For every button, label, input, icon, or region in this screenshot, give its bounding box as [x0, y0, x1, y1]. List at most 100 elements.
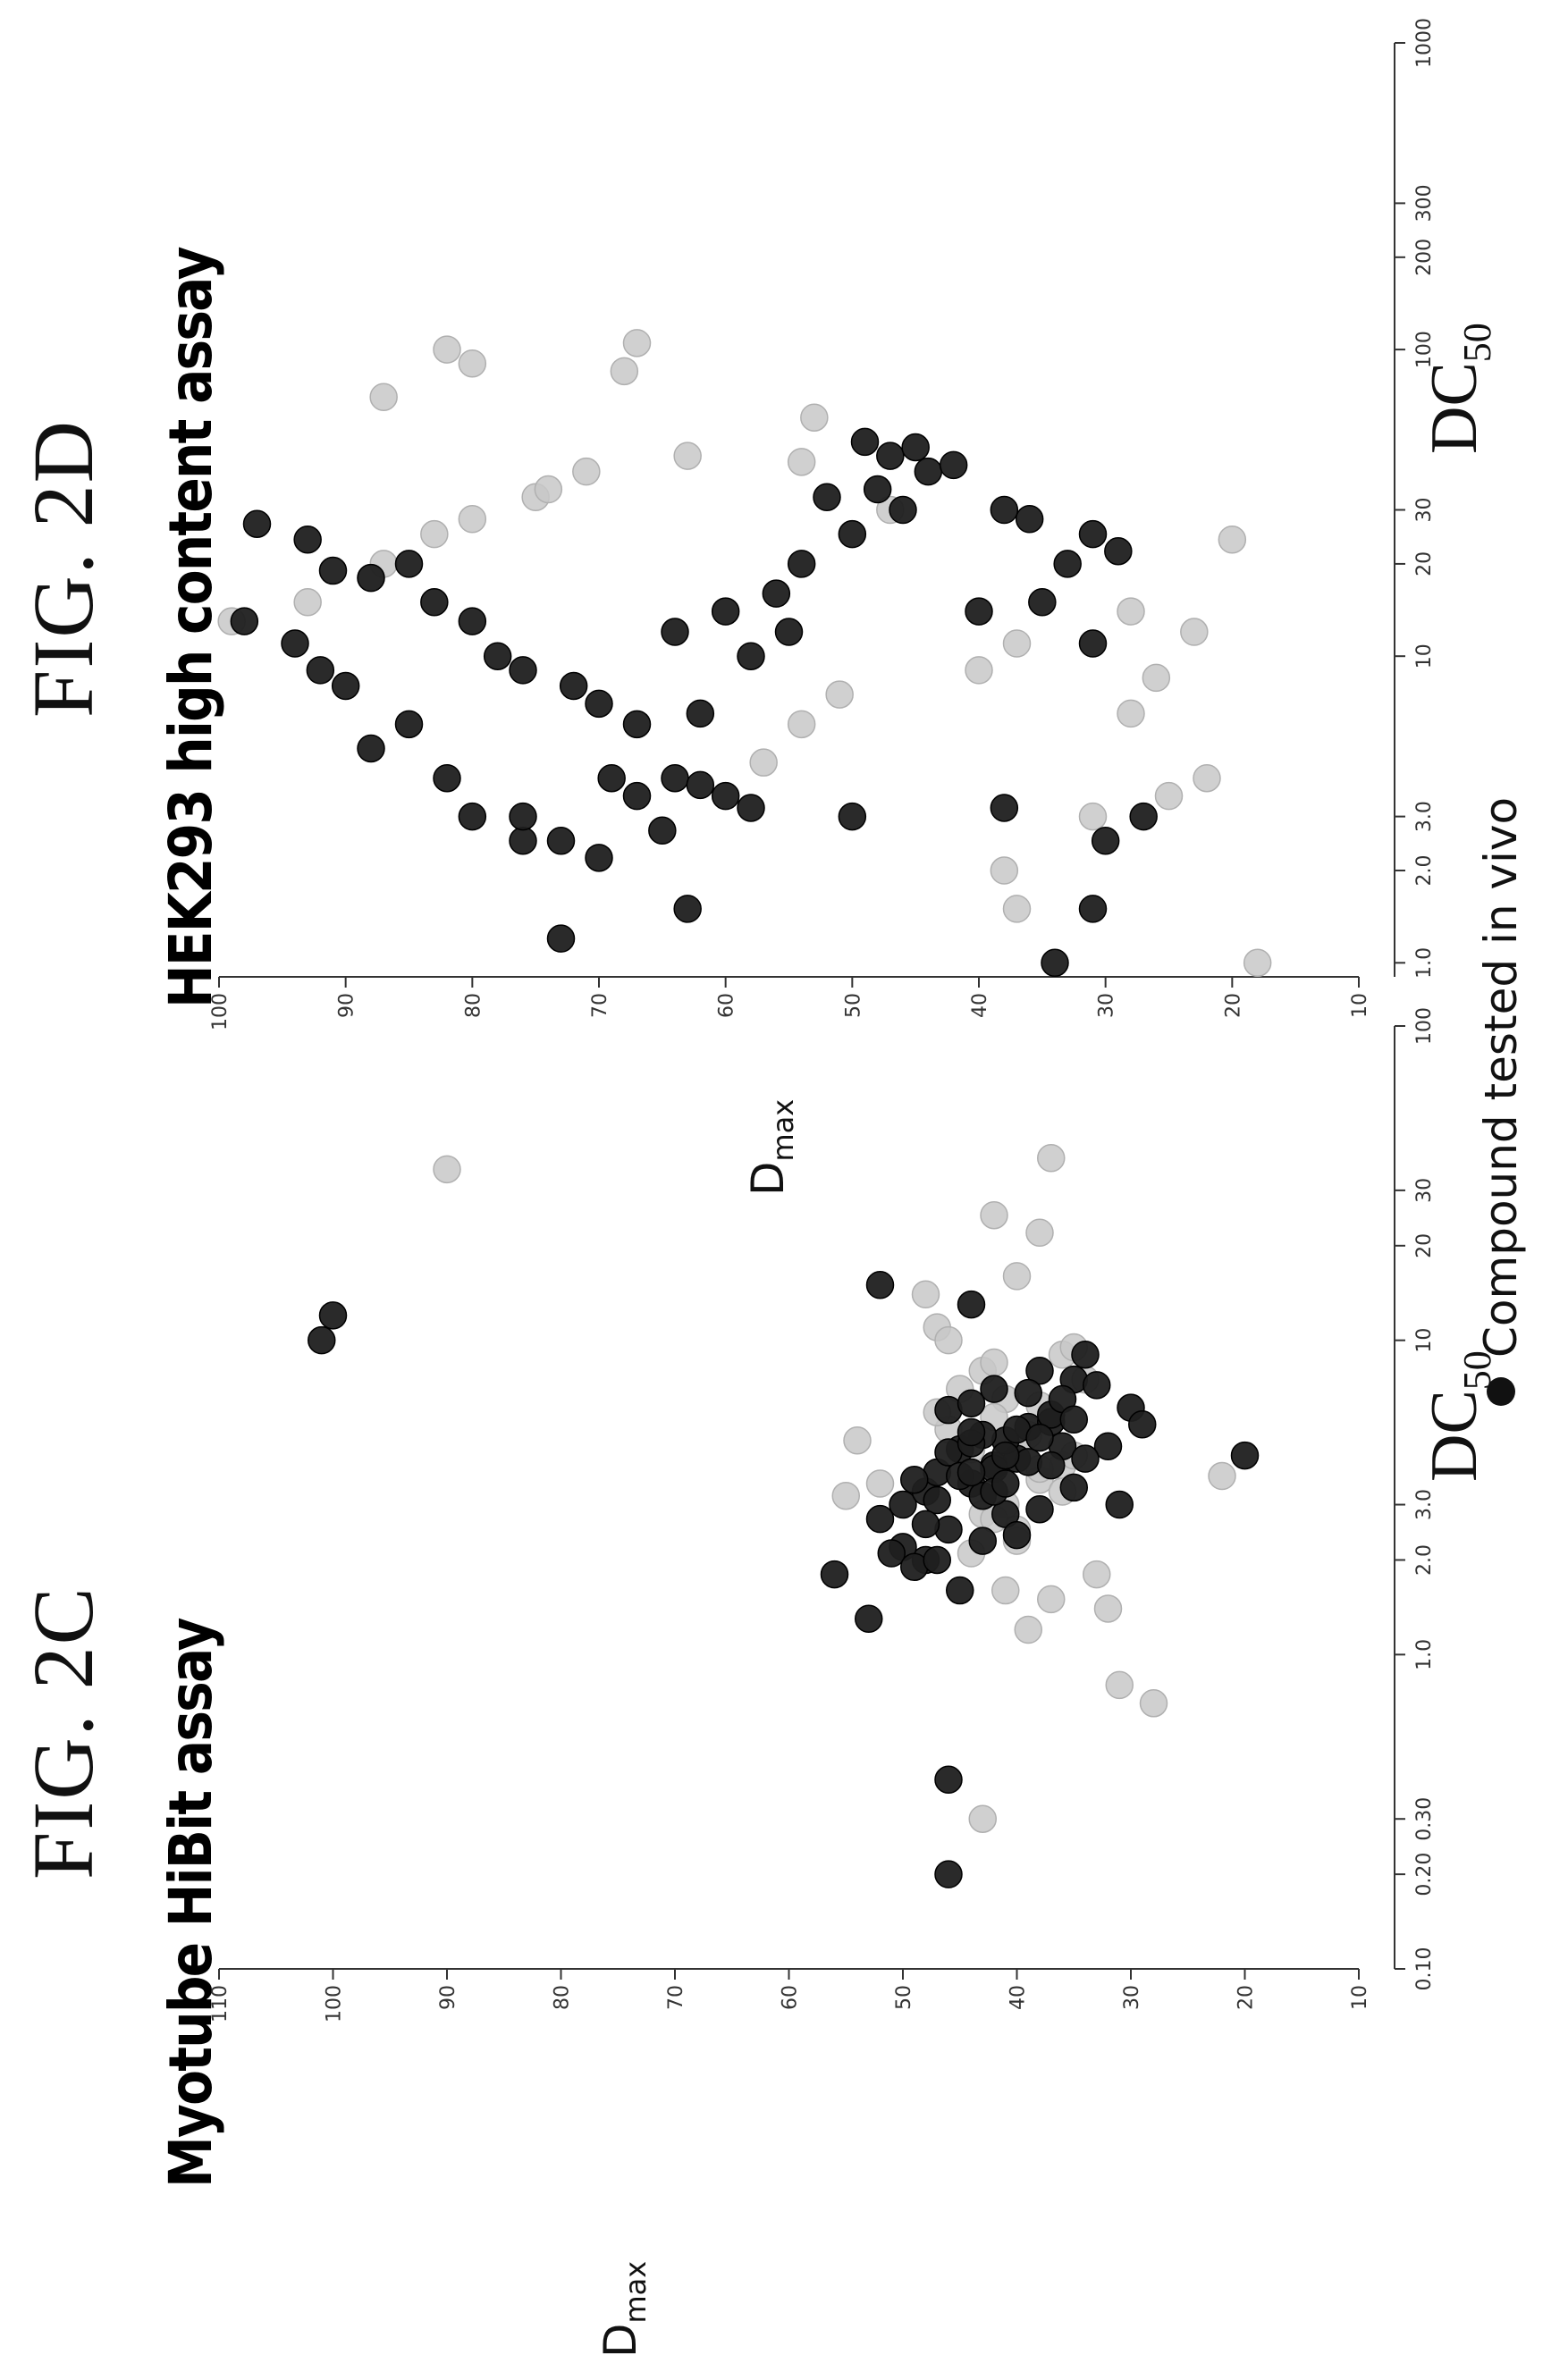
x-tick-label: 3.0	[1413, 1489, 1436, 1520]
untested-compound-point	[572, 457, 601, 486]
tested-compound-point	[433, 763, 461, 793]
tested-compound-point	[306, 656, 335, 685]
tested-compound-point	[923, 1485, 951, 1515]
tested-compound-point	[1104, 536, 1133, 566]
tested-compound-point	[1105, 1490, 1134, 1519]
tested-compound-point	[737, 642, 765, 670]
tested-compound-point	[957, 1417, 986, 1447]
tested-compound-point	[281, 629, 309, 658]
tested-compound-point	[865, 1504, 895, 1534]
tested-compound-point	[1078, 895, 1108, 923]
tested-compound-point	[458, 802, 487, 831]
y-tick-label: 20	[1222, 993, 1244, 1018]
tested-compound-point	[546, 827, 576, 855]
untested-compound-point	[293, 588, 322, 617]
y-tick-label: 10	[1349, 1985, 1371, 2010]
untested-compound-point	[673, 442, 702, 470]
untested-compound-point	[1154, 781, 1184, 811]
tested-compound-point	[394, 550, 424, 578]
tested-compound-point	[865, 1270, 895, 1299]
untested-compound-point	[990, 856, 1019, 885]
y-tick-label: 40	[1007, 1985, 1030, 2010]
x-tick-label: 100	[1413, 331, 1436, 368]
legend-label: Compound tested in vivo	[1475, 796, 1527, 1358]
legend-marker	[1487, 1377, 1515, 1406]
tested-compound-point	[939, 450, 968, 480]
tested-compound-point	[1002, 1520, 1032, 1550]
tested-compound-point	[850, 427, 880, 457]
tested-compound-point	[585, 689, 613, 719]
untested-compound-point	[1083, 1560, 1111, 1589]
tested-compound-point	[980, 1375, 1008, 1403]
tested-compound-point	[914, 457, 943, 486]
untested-compound-point	[610, 357, 639, 386]
x-tick-label: 1000	[1413, 18, 1436, 68]
x-tick-label: 10	[1413, 1328, 1436, 1353]
tested-compound-point	[622, 710, 652, 739]
tested-compound-point	[483, 642, 512, 670]
untested-compound-point	[934, 1325, 963, 1355]
untested-compound-point	[1208, 1461, 1236, 1491]
y-tick-label: 80	[462, 993, 485, 1018]
tested-compound-point	[787, 550, 816, 578]
tested-compound-point	[991, 1441, 1020, 1470]
x-tick-label: 1.0	[1413, 1639, 1436, 1670]
untested-compound-point	[1218, 525, 1247, 554]
x-tick-label: 0.30	[1413, 1797, 1436, 1841]
tested-compound-point	[889, 1490, 917, 1519]
y-tick-label: 20	[1235, 1985, 1258, 2010]
x-tick-label: 2.0	[1413, 855, 1436, 887]
y-tick-label: 50	[842, 993, 864, 1018]
y-tick-label: 10	[1349, 993, 1371, 1018]
x-tick-label: 2.0	[1413, 1544, 1436, 1576]
tested-compound-point	[509, 802, 537, 831]
untested-compound-point	[1117, 699, 1145, 728]
tested-compound-point	[1015, 505, 1044, 534]
y-tick-label: 100	[324, 1985, 346, 2023]
untested-compound-point	[911, 1280, 940, 1309]
untested-compound-point	[787, 710, 816, 739]
x-tick-label: 3.0	[1413, 801, 1436, 832]
x-axis-title-2d: DC50	[1418, 323, 1499, 454]
tested-compound-point	[1129, 802, 1158, 831]
tested-compound-point	[990, 495, 1019, 525]
untested-compound-point	[749, 748, 778, 777]
tested-compound-point	[648, 816, 677, 845]
tested-compound-point	[900, 1465, 929, 1494]
tested-compound-point	[901, 433, 930, 462]
tested-compound-point	[820, 1560, 849, 1589]
tested-compound-point	[911, 1510, 940, 1539]
x-tick-label: 20	[1413, 1233, 1436, 1258]
tested-compound-point	[1025, 1356, 1054, 1385]
untested-compound-point	[1193, 763, 1221, 793]
tested-compound-point	[889, 495, 917, 525]
tested-compound-point	[1083, 1371, 1111, 1400]
untested-compound-point	[1117, 597, 1145, 626]
tested-compound-point	[1078, 519, 1108, 549]
untested-compound-point	[1025, 1218, 1054, 1247]
tested-compound-point	[968, 1526, 997, 1555]
y-tick-label: 110	[209, 1985, 232, 2023]
untested-compound-point	[458, 349, 487, 378]
tested-compound-point	[597, 763, 626, 793]
untested-compound-point	[965, 656, 993, 685]
tested-compound-point	[394, 710, 424, 739]
tested-compound-point	[308, 1325, 336, 1355]
tested-compound-point	[946, 1576, 974, 1605]
tested-compound-point	[838, 519, 867, 549]
tested-compound-point	[923, 1545, 951, 1575]
tested-compound-point	[934, 1860, 963, 1888]
untested-compound-point	[1002, 629, 1032, 658]
tested-compound-point	[1059, 1473, 1088, 1502]
tested-compound-point	[1028, 588, 1057, 617]
x-tick-label: 0.10	[1413, 1947, 1436, 1991]
tested-compound-point	[957, 1458, 986, 1487]
y-tick-label: 70	[665, 1985, 687, 2010]
y-tick-label: 30	[1096, 993, 1118, 1018]
tested-compound-point	[855, 1604, 883, 1634]
tested-compound-point	[957, 1290, 986, 1319]
tested-compound-point	[1128, 1410, 1157, 1439]
tested-compound-point	[661, 618, 689, 646]
tested-compound-point	[711, 597, 740, 626]
